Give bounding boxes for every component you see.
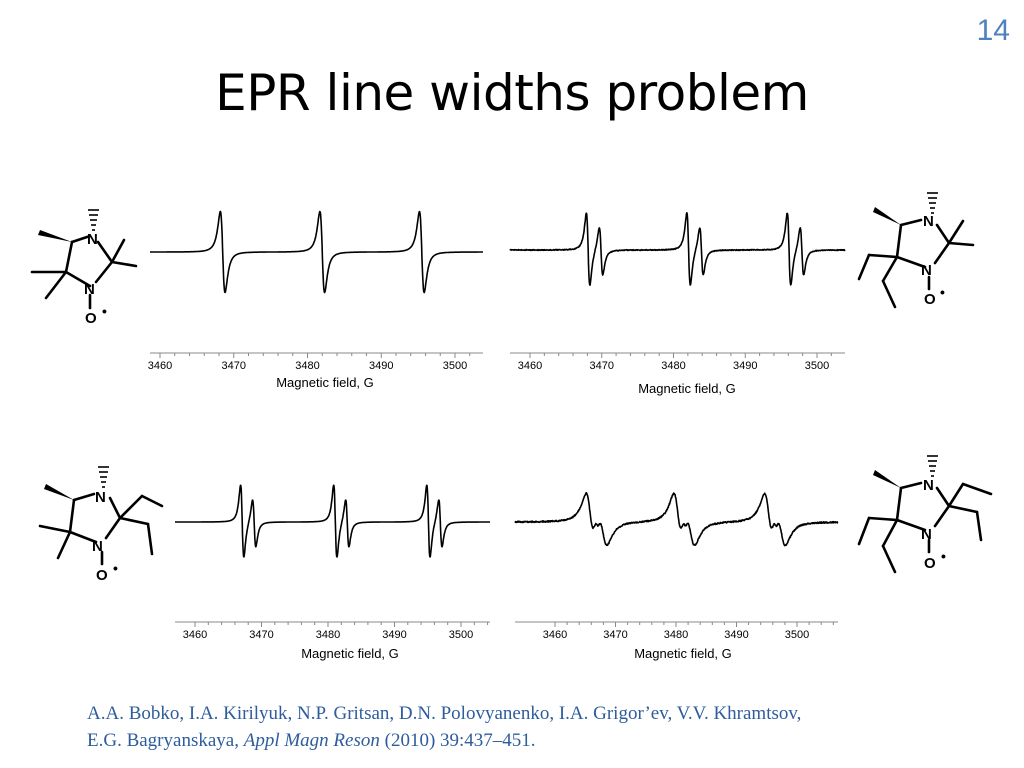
atom-n-label: N	[95, 489, 106, 506]
citation-authors-line2: E.G. Bagryanskaya,	[87, 730, 239, 751]
epr-spectrum-top-left: 3460 3470 3480 3490 3500 Magnetic field, G	[148, 210, 484, 390]
x-tick-label: 3490	[733, 360, 757, 372]
x-tick-label: 3460	[148, 360, 172, 372]
x-tick-label: 3470	[603, 629, 627, 641]
x-tick-label: 3500	[785, 629, 809, 641]
atom-n-label: N	[87, 231, 98, 248]
radical-dot: •	[941, 548, 946, 564]
x-tick-label: 3460	[183, 629, 207, 641]
atom-n-label: N	[921, 526, 932, 543]
atom-n-label: N	[921, 262, 932, 279]
citation-details: (2010) 39:437–451.	[384, 730, 536, 751]
epr-spectrum-bottom-right: 3460 3470 3480 3490 3500 Magnetic field, G	[514, 492, 839, 661]
slide-number: 14	[976, 14, 1010, 47]
atom-o-label: O	[85, 310, 97, 327]
x-tick-label: 3480	[664, 629, 688, 641]
atom-n-label: N	[923, 477, 934, 494]
molecule-top-left: N N O •	[30, 209, 138, 327]
x-tick-label: 3480	[295, 360, 319, 372]
x-tick-label: 3500	[449, 629, 473, 641]
atom-o-label: O	[924, 291, 936, 308]
citation: A.A. Bobko, I.A. Kirilyuk, N.P. Gritsan,…	[87, 700, 987, 754]
molecule-top-right: N N O •	[857, 192, 975, 309]
x-tick-label: 3460	[518, 360, 542, 372]
atom-n-label: N	[92, 538, 103, 555]
x-tick-label: 3480	[661, 360, 685, 372]
x-axis-label: Magnetic field, G	[634, 646, 732, 661]
x-tick-label: 3470	[249, 629, 273, 641]
citation-line2: E.G. Bagryanskaya, Appl Magn Reson (2010…	[87, 727, 987, 754]
x-tick-label: 3490	[369, 360, 393, 372]
citation-journal: Appl Magn Reson	[243, 730, 380, 751]
x-tick-label: 3500	[443, 360, 467, 372]
x-tick-label: 3480	[316, 629, 340, 641]
epr-spectrum-bottom-left: 3460 3470 3480 3490 3500 Magnetic field, G	[174, 484, 491, 661]
molecule-bottom-right: N N O •	[857, 455, 993, 574]
x-tick-label: 3470	[222, 360, 246, 372]
molecule-bottom-left: N N O •	[38, 466, 164, 584]
x-tick-label: 3490	[724, 629, 748, 641]
x-tick-label: 3460	[543, 629, 567, 641]
atom-o-label: O	[924, 555, 936, 572]
spectrum-trace	[509, 212, 846, 286]
x-tick-label: 3470	[590, 360, 614, 372]
radical-dot: •	[940, 284, 945, 300]
x-axis-label: Magnetic field, G	[276, 375, 374, 390]
x-tick-label: 3490	[382, 629, 406, 641]
atom-o-label: O	[96, 567, 108, 584]
x-axis-label: Magnetic field, G	[301, 646, 399, 661]
spectrum-trace	[514, 492, 839, 547]
spectrum-trace	[174, 484, 491, 558]
slide-title: EPR line widths problem	[215, 64, 809, 122]
citation-authors-line1: A.A. Bobko, I.A. Kirilyuk, N.P. Gritsan,…	[87, 703, 802, 724]
atom-n-label: N	[84, 281, 95, 298]
x-axis-label: Magnetic field, G	[638, 381, 736, 396]
radical-dot: •	[102, 303, 107, 319]
x-tick-label: 3500	[805, 360, 829, 372]
epr-spectrum-top-right: 3460 3470 3480 3490 3500 Magnetic field, G	[509, 212, 846, 396]
spectrum-trace	[149, 210, 484, 294]
radical-dot: •	[113, 560, 118, 576]
atom-n-label: N	[923, 213, 934, 230]
